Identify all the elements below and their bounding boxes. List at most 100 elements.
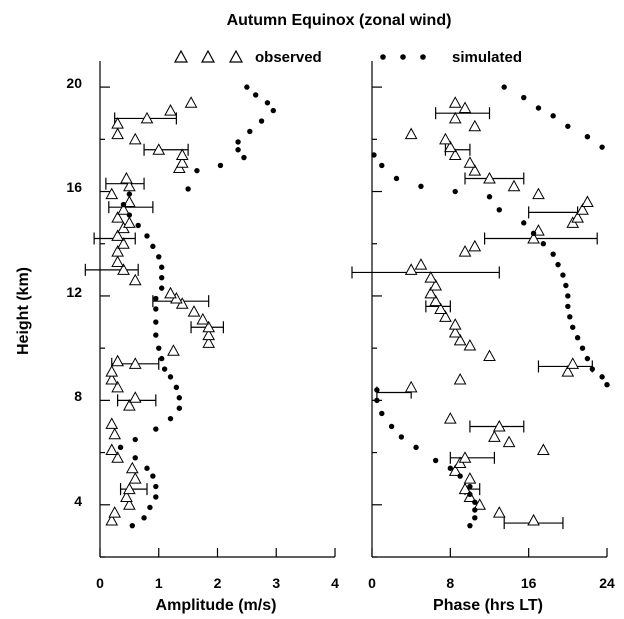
observed-point: [123, 498, 136, 510]
observed-point: [448, 148, 462, 160]
observed-point: [576, 203, 589, 215]
observed-point: [167, 344, 180, 356]
simulated-point: [147, 504, 153, 511]
observed-point: [492, 419, 506, 432]
simulated-point: [472, 515, 478, 521]
observed-point: [164, 104, 177, 116]
observed-point: [105, 513, 119, 526]
observed-point: [537, 443, 550, 455]
observed-point: [434, 302, 447, 314]
observed-point: [414, 258, 428, 270]
simulated-point: [563, 282, 569, 289]
observed-point: [111, 127, 124, 140]
simulated-point: [176, 395, 183, 401]
simulated-point: [194, 167, 200, 174]
simulated-point: [574, 335, 581, 341]
observed-point: [105, 372, 119, 385]
observed-point: [111, 229, 124, 241]
simulated-point: [472, 507, 478, 513]
observed-point: [453, 333, 467, 346]
observed-point: [123, 179, 136, 192]
observed-point: [566, 357, 580, 369]
observed-point: [458, 482, 472, 495]
y-tick-label: 16: [66, 179, 82, 195]
simulated-point: [589, 366, 596, 372]
x-tick-label: 0: [96, 575, 104, 591]
x-tick-label: 3: [272, 575, 280, 591]
simulated-point: [565, 303, 571, 310]
observed-point: [463, 339, 477, 351]
observed-point: [468, 119, 482, 132]
observed-point: [448, 111, 462, 124]
observed-point: [123, 399, 136, 411]
observed-point: [404, 127, 418, 140]
y-tick-label: 12: [66, 284, 82, 300]
observed-point: [527, 513, 540, 526]
simulated-point: [158, 285, 165, 291]
simulated-point: [584, 355, 591, 362]
simulated-point: [235, 139, 241, 145]
observed-point: [483, 349, 496, 361]
simulated-point: [388, 423, 395, 430]
observed-point: [111, 211, 124, 223]
simulated-point: [550, 251, 556, 257]
observed-point: [492, 506, 506, 518]
simulated-point: [496, 207, 502, 213]
observed-point: [123, 195, 136, 207]
observed-point: [123, 482, 136, 495]
observed-point: [443, 140, 457, 153]
simulated-point: [379, 410, 385, 417]
simulated-point: [413, 444, 419, 451]
observed-point: [424, 286, 438, 299]
observed-point: [175, 156, 189, 168]
observed-point: [140, 111, 154, 124]
observed-point: [187, 305, 201, 317]
observed-point: [125, 461, 139, 474]
simulated-point: [153, 483, 159, 490]
simulated-point: [398, 434, 405, 440]
simulated-point: [158, 274, 165, 281]
observed-point: [458, 451, 472, 463]
simulated-point: [117, 444, 124, 451]
observed-point: [463, 472, 477, 484]
simulated-point: [604, 382, 610, 388]
simulated-point: [247, 128, 253, 135]
simulated-point: [599, 374, 605, 380]
x-tick-label: 8: [446, 575, 454, 591]
simulated-point: [584, 134, 591, 140]
simulated-point: [129, 522, 136, 529]
amplitude-panel: 0 1 2 3 4: [84, 61, 339, 591]
simulated-point: [167, 415, 174, 422]
observed-point: [111, 380, 124, 393]
x-tick-label: 1: [155, 575, 163, 591]
observed-point: [105, 417, 119, 429]
legend-simulated-marker: [420, 54, 426, 60]
observed-point: [488, 430, 501, 442]
simulated-point: [176, 405, 183, 411]
simulated-point: [173, 384, 180, 391]
simulated-point: [567, 314, 573, 320]
simulated-point: [467, 522, 473, 529]
observed-point: [483, 171, 496, 184]
simulated-point: [418, 183, 424, 190]
phase-panel: 0 8 16 24: [351, 61, 615, 591]
x-tick-label: 24: [599, 575, 615, 591]
simulated-point: [132, 455, 138, 461]
simulated-point: [579, 345, 586, 351]
simulated-point: [153, 319, 159, 325]
simulated-point: [126, 212, 133, 218]
simulated-point: [235, 147, 241, 153]
simulated-point: [374, 387, 380, 393]
simulated-point: [565, 123, 571, 129]
simulated-point: [153, 426, 159, 432]
observed-point: [175, 148, 189, 160]
observed-point: [123, 216, 136, 228]
simulated-point: [432, 457, 439, 464]
simulated-point: [135, 222, 141, 229]
simulated-point: [264, 100, 271, 106]
observed-point: [439, 310, 452, 322]
x-axis-label: Amplitude (m/s): [156, 597, 277, 614]
simulated-point: [156, 345, 162, 351]
simulated-point: [570, 324, 576, 330]
legend-observed-marker: [228, 49, 244, 63]
